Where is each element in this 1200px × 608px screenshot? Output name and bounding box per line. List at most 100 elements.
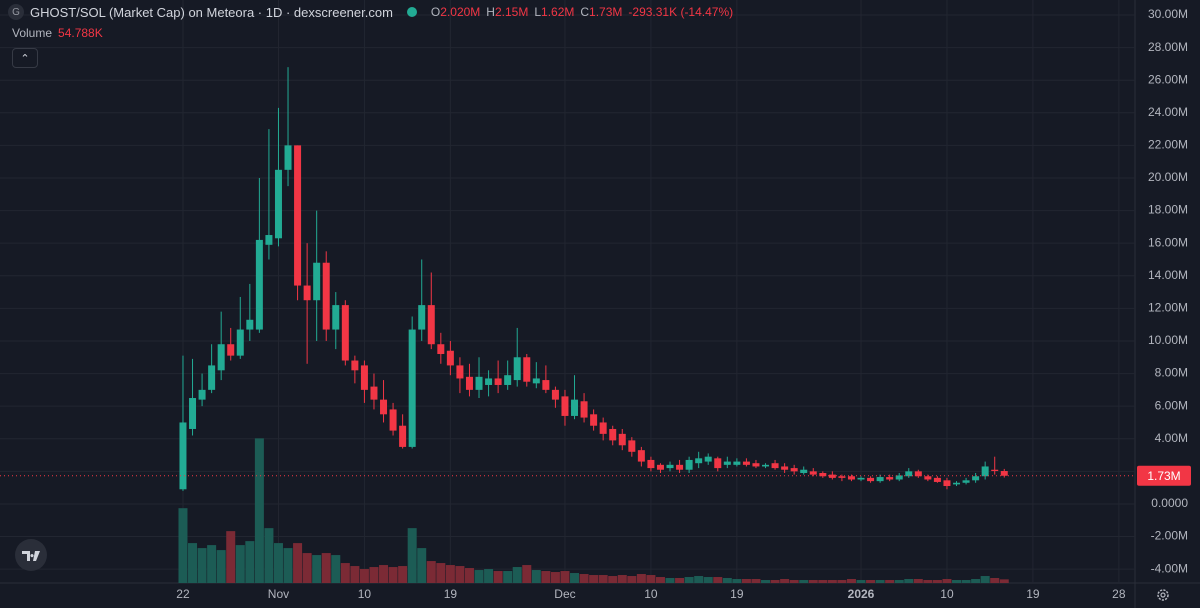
candle-body	[360, 365, 368, 390]
y-tick-label: 22.00M	[1148, 138, 1188, 152]
candle-body	[599, 422, 607, 434]
volume-bar	[665, 578, 675, 583]
candle-body	[523, 357, 531, 382]
volume-bar	[464, 568, 474, 583]
candle-body	[322, 262, 330, 330]
volume-value: 54.788K	[58, 26, 103, 40]
candle-body	[943, 480, 951, 487]
ohlc-item: O2.020M	[431, 5, 480, 19]
volume-bar	[436, 563, 446, 583]
volume-bar	[713, 577, 723, 583]
volume-bar	[188, 543, 198, 583]
candle-body	[408, 329, 416, 447]
volume-bar	[751, 579, 761, 583]
x-tick-label: 19	[730, 587, 744, 601]
y-tick-label: 16.00M	[1148, 235, 1188, 249]
candle-body	[551, 389, 559, 400]
volume-bar	[207, 545, 217, 583]
volume-bar	[254, 438, 264, 583]
volume-bar	[331, 555, 341, 583]
candle-body	[886, 477, 894, 480]
volume-title: Volume	[12, 26, 53, 40]
volume-bar	[178, 508, 188, 583]
settings-icon[interactable]	[1157, 589, 1169, 601]
candle-body	[847, 476, 855, 480]
tv-logo	[15, 539, 47, 571]
candle-body	[399, 425, 407, 447]
candle-body	[723, 461, 731, 465]
y-tick-label: 24.00M	[1148, 105, 1188, 119]
candle-body	[714, 458, 722, 469]
volume-bar	[971, 579, 981, 583]
volume-bar	[856, 580, 866, 583]
volume-bar	[942, 579, 952, 583]
volume-bar	[846, 579, 856, 583]
y-tick-label: 26.00M	[1148, 72, 1188, 86]
ohlc-value: 1.62M	[541, 5, 575, 19]
symbol-badge: G	[8, 4, 24, 20]
volume-bar	[961, 580, 971, 583]
candle-body	[580, 401, 588, 418]
volume-bar	[789, 580, 799, 583]
ohlc-value: 1.73M	[589, 5, 623, 19]
candle-body	[991, 469, 999, 472]
volume-bar	[655, 577, 665, 583]
volume-bar	[455, 566, 465, 583]
volume-bar	[321, 553, 331, 583]
volume-bar	[226, 531, 236, 583]
volume-bar	[445, 565, 455, 583]
candle-body	[800, 469, 808, 473]
volume-bar	[770, 580, 780, 583]
volume-bar	[484, 569, 494, 583]
gear-hub	[1160, 592, 1166, 598]
candle-body	[437, 344, 445, 355]
ohlc-key: O	[430, 5, 441, 19]
candle-body	[284, 145, 292, 170]
volume-bar	[598, 575, 608, 583]
candle-body	[427, 305, 435, 345]
volume-bar	[923, 580, 933, 583]
candle-body	[532, 378, 540, 384]
volume-bar	[579, 574, 589, 583]
volume-bar	[703, 577, 713, 583]
candle-body	[475, 376, 483, 390]
volume-bar	[732, 579, 742, 583]
volume-bar	[388, 567, 398, 583]
status-dot	[406, 7, 417, 17]
header: G GHOST/SOL (Market Cap) on Meteora · 1D…	[8, 4, 733, 20]
volume-bar	[999, 579, 1009, 583]
volume-bar	[340, 563, 350, 583]
candle-body	[485, 378, 493, 385]
x-tick-label: 22	[176, 587, 190, 601]
candle-body	[618, 433, 626, 446]
volume-bar	[407, 528, 417, 583]
candle-body	[609, 428, 617, 441]
x-tick-label: 10	[940, 587, 954, 601]
volume-bar	[627, 576, 637, 583]
candle-body	[504, 375, 512, 385]
volume-bar	[426, 561, 436, 583]
volume-bar	[531, 570, 541, 583]
candle-body	[781, 466, 789, 470]
volume-bar	[589, 575, 599, 583]
volume-bar	[216, 550, 226, 583]
y-tick-label: 10.00M	[1148, 333, 1188, 347]
volume-bar	[350, 566, 360, 583]
candle-body	[790, 468, 798, 472]
volume-bar	[541, 571, 551, 583]
volume-bar	[636, 574, 646, 583]
candle-body	[341, 305, 349, 361]
y-tick-label: 14.00M	[1148, 268, 1188, 282]
gear-ring	[1157, 589, 1169, 601]
candle-body	[924, 476, 932, 480]
candle-body	[590, 414, 598, 426]
candle-body	[208, 365, 216, 390]
candle-body	[704, 456, 712, 462]
volume-bar	[522, 565, 532, 583]
candle-body	[227, 344, 235, 356]
volume-bar	[818, 580, 828, 583]
volume-bar	[904, 579, 914, 583]
candle-body	[513, 357, 521, 381]
collapse-button[interactable]: ⌃	[12, 48, 38, 68]
candle-body	[370, 386, 378, 400]
